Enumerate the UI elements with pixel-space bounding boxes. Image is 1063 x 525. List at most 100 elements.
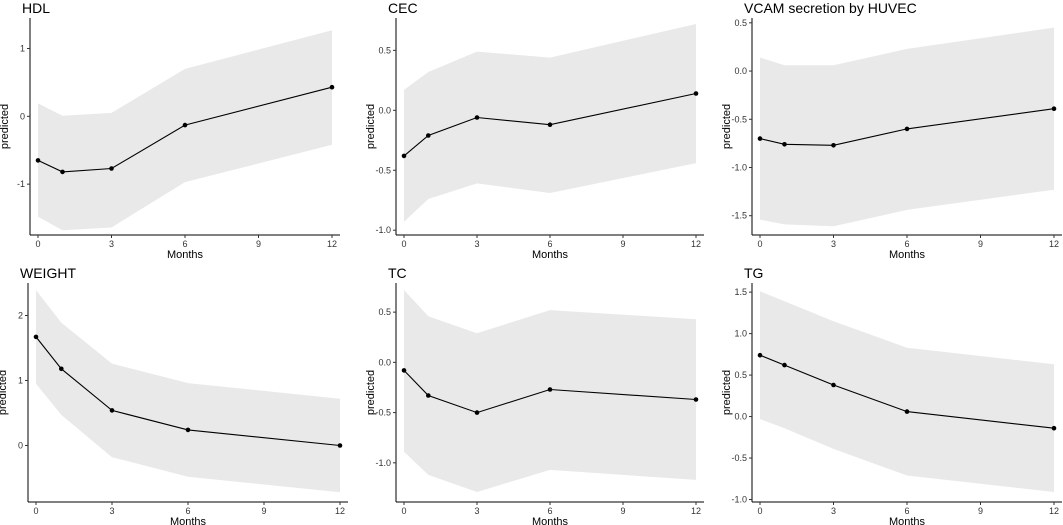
y-tick-label: -0.5 — [731, 453, 747, 463]
y-tick-label: -1.0 — [375, 458, 391, 468]
x-tick-label: 6 — [182, 239, 187, 249]
x-axis-title: Months — [167, 249, 204, 261]
x-axis-title: Months — [889, 249, 926, 261]
y-tick-label: -1.0 — [375, 225, 391, 235]
data-point — [757, 136, 763, 141]
data-point — [1051, 106, 1057, 111]
x-tick-label: 6 — [904, 506, 909, 516]
panel-title: WEIGHT — [20, 265, 76, 281]
y-tick-label: 0.5 — [734, 370, 747, 380]
y-tick-label: 0 — [18, 440, 23, 450]
data-point — [60, 169, 65, 175]
x-tick-label: 6 — [904, 239, 909, 249]
x-axis-title: Months — [532, 516, 569, 525]
panel-title: TC — [388, 265, 407, 281]
y-tick-label: 0.5 — [734, 18, 747, 28]
x-tick-label: 12 — [327, 239, 337, 249]
x-tick-label: 3 — [474, 506, 479, 516]
x-tick-label: 6 — [547, 239, 552, 249]
x-tick-label: 12 — [1049, 239, 1059, 249]
x-tick-label: 0 — [757, 239, 762, 249]
confidence-ribbon — [760, 291, 1054, 492]
x-tick-label: 3 — [109, 239, 114, 249]
panel-1: -1 0 1 0 3 6 9 12 HDL Months predicted — [0, 0, 340, 261]
panel-title: TG — [744, 265, 763, 281]
y-axis-title: predicted — [0, 104, 11, 149]
data-point — [33, 334, 39, 340]
y-tick-label: 0.5 — [378, 307, 391, 317]
data-point — [547, 387, 553, 392]
data-point — [831, 382, 836, 388]
data-point — [757, 352, 763, 358]
x-tick-label: 0 — [33, 506, 38, 516]
x-tick-label: 3 — [831, 239, 836, 249]
y-tick-label: 0.0 — [734, 412, 747, 422]
data-point — [109, 166, 114, 171]
x-axis-title: Months — [889, 516, 926, 525]
data-point — [109, 408, 115, 413]
data-point — [426, 133, 431, 138]
panel-2: -1.0 -0.5 0.0 0.5 0 3 6 9 12 CEC Months predicted — [365, 0, 704, 261]
x-tick-label: 9 — [978, 239, 983, 249]
y-axis-title: predicted — [721, 370, 733, 415]
data-point — [904, 409, 910, 414]
data-point — [831, 143, 836, 148]
y-tick-label: 1 — [20, 44, 25, 54]
x-tick-label: 9 — [261, 506, 266, 516]
y-tick-label: 0 — [20, 111, 25, 121]
panel-title: VCAM secretion by HUVEC — [744, 0, 917, 16]
x-tick-label: 9 — [256, 239, 261, 249]
data-point — [693, 397, 699, 402]
data-point — [185, 427, 191, 433]
y-tick-label: 1 — [18, 375, 23, 385]
panel-5: -1.0 -0.5 0.0 0.5 0 3 6 9 12 TC Months predicted — [365, 265, 704, 525]
data-point — [401, 368, 407, 373]
data-point — [693, 91, 699, 96]
x-tick-label: 12 — [691, 239, 701, 249]
y-axis-title: predicted — [721, 104, 733, 149]
panel-6: -1.0 -0.5 0.0 0.5 1.0 1.5 0 3 6 9 12 TG Months predic… — [721, 265, 1062, 525]
y-axis-title: predicted — [365, 104, 377, 149]
data-point — [904, 126, 910, 132]
x-tick-label: 12 — [1049, 506, 1059, 516]
x-tick-label: 12 — [335, 506, 345, 516]
y-axis-title: predicted — [0, 370, 9, 415]
x-tick-label: 0 — [35, 239, 40, 249]
x-tick-label: 9 — [978, 506, 983, 516]
y-tick-label: 2 — [18, 310, 23, 320]
y-tick-label: -1.5 — [731, 211, 747, 221]
y-tick-label: 0.0 — [378, 357, 391, 367]
y-tick-label: -0.5 — [731, 114, 747, 124]
confidence-ribbon — [36, 290, 340, 493]
y-axis-title: predicted — [365, 370, 377, 415]
data-point — [337, 443, 343, 448]
x-tick-label: 3 — [474, 239, 479, 249]
data-point — [474, 115, 480, 120]
y-tick-label: 0.0 — [734, 66, 747, 76]
y-tick-label: -1 — [17, 179, 25, 189]
data-point — [182, 122, 188, 128]
panel-title: HDL — [22, 0, 50, 16]
panel-3: -1.5 -1.0 -0.5 0.0 0.5 0 3 6 9 12 VCAM secretion b… — [721, 0, 1062, 261]
data-point — [1051, 425, 1057, 431]
x-tick-label: 3 — [109, 506, 114, 516]
data-point — [547, 122, 553, 127]
confidence-ribbon — [38, 30, 332, 231]
y-tick-label: 1.5 — [734, 287, 747, 297]
x-tick-label: 0 — [757, 506, 762, 516]
y-tick-label: -1.0 — [731, 495, 747, 505]
data-point — [782, 142, 787, 147]
y-tick-label: -1.0 — [731, 162, 747, 172]
x-tick-label: 6 — [185, 506, 190, 516]
data-point — [401, 153, 407, 159]
x-tick-label: 0 — [401, 506, 406, 516]
y-tick-label: 0.0 — [378, 105, 391, 115]
x-axis-title: Months — [532, 249, 569, 261]
x-tick-label: 9 — [620, 506, 625, 516]
y-tick-label: 0.5 — [378, 45, 391, 55]
data-point — [474, 410, 480, 415]
x-tick-label: 9 — [620, 239, 625, 249]
y-tick-label: 1.0 — [734, 329, 747, 339]
